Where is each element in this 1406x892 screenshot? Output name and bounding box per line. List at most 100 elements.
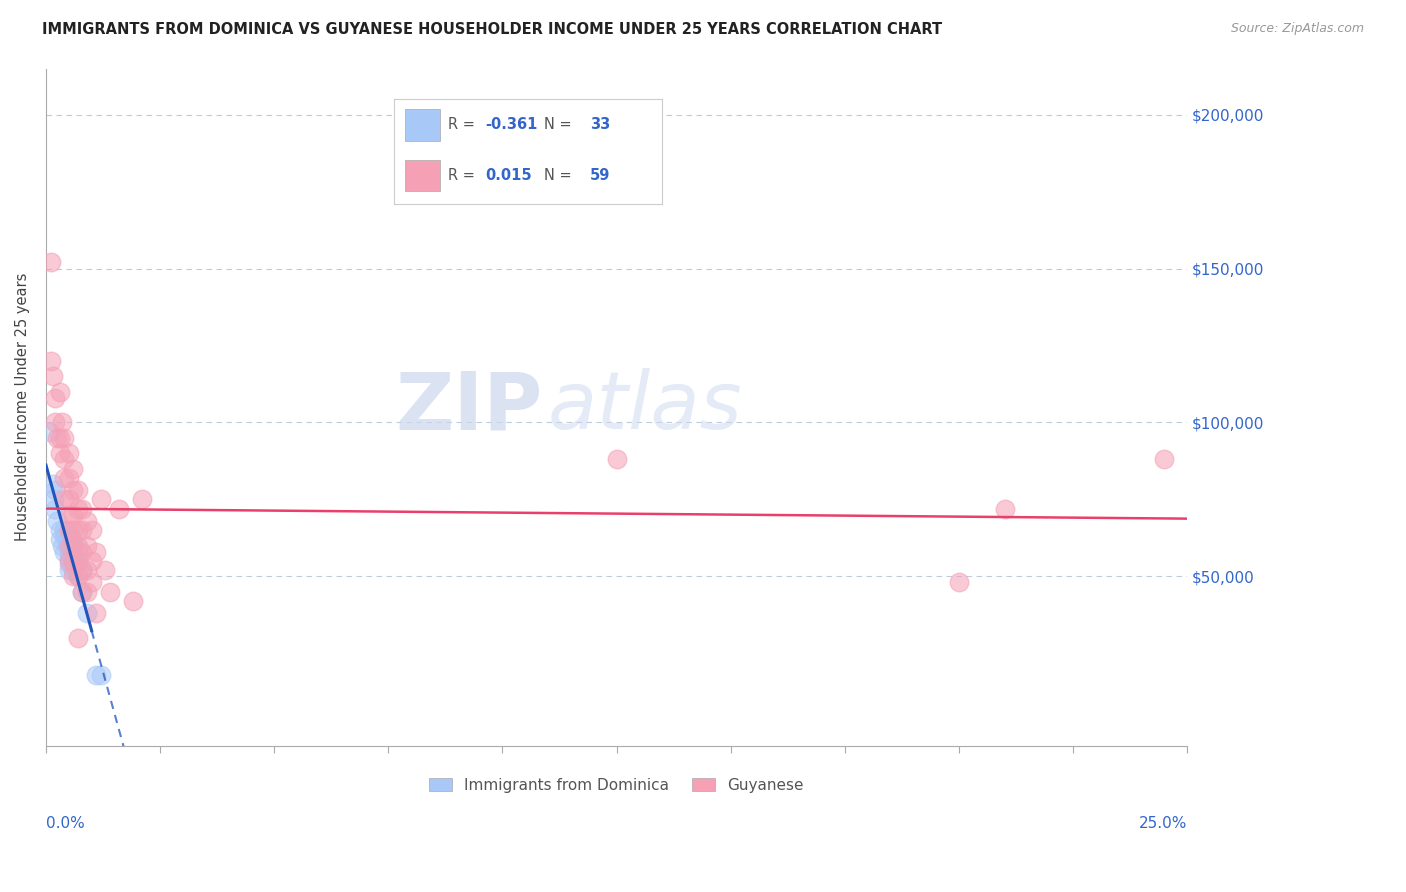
Point	[62, 554, 84, 568]
Point	[46, 431, 69, 445]
Point	[66, 554, 89, 568]
Point	[90, 492, 112, 507]
Point	[76, 584, 98, 599]
Point	[44, 492, 66, 507]
Point	[76, 514, 98, 528]
Point	[62, 569, 84, 583]
Point	[76, 539, 98, 553]
Point	[39, 354, 62, 368]
Point	[55, 533, 77, 547]
Point	[58, 492, 80, 507]
Point	[66, 539, 89, 553]
Point	[53, 431, 76, 445]
Text: 0.0%: 0.0%	[46, 816, 84, 831]
Point	[55, 539, 77, 553]
Point	[62, 554, 84, 568]
Point	[76, 607, 98, 621]
Point	[46, 514, 69, 528]
Point	[48, 523, 70, 537]
Point	[53, 452, 76, 467]
Text: IMMIGRANTS FROM DOMINICA VS GUYANESE HOUSEHOLDER INCOME UNDER 25 YEARS CORRELATI: IMMIGRANTS FROM DOMINICA VS GUYANESE HOU…	[42, 22, 942, 37]
Point	[66, 569, 89, 583]
Point	[39, 255, 62, 269]
Point	[98, 584, 121, 599]
Point	[58, 545, 80, 559]
Point	[66, 569, 89, 583]
Point	[58, 539, 80, 553]
Point	[48, 446, 70, 460]
Point	[62, 539, 84, 553]
Point	[51, 416, 73, 430]
Point	[72, 501, 94, 516]
Point	[38, 425, 60, 439]
Point	[58, 550, 80, 565]
Point	[62, 461, 84, 475]
Point	[66, 554, 89, 568]
Point	[66, 631, 89, 645]
Point	[42, 369, 65, 384]
Point	[58, 557, 80, 571]
Point	[948, 575, 970, 590]
Point	[58, 529, 80, 543]
Point	[72, 563, 94, 577]
Point	[72, 563, 94, 577]
Point	[62, 563, 84, 577]
Point	[66, 483, 89, 497]
Point	[48, 431, 70, 445]
Point	[44, 483, 66, 497]
Point	[53, 545, 76, 559]
Point	[62, 523, 84, 537]
Point	[62, 548, 84, 562]
Point	[80, 523, 103, 537]
Y-axis label: Householder Income Under 25 years: Householder Income Under 25 years	[15, 273, 30, 541]
Point	[44, 416, 66, 430]
Point	[62, 539, 84, 553]
Point	[53, 492, 76, 507]
Point	[53, 523, 76, 537]
Point	[44, 391, 66, 405]
Point	[48, 384, 70, 399]
Point	[66, 545, 89, 559]
Point	[58, 508, 80, 522]
Point	[53, 529, 76, 543]
Point	[94, 563, 117, 577]
Point	[58, 523, 80, 537]
Point	[80, 575, 103, 590]
Point	[72, 523, 94, 537]
Point	[53, 471, 76, 485]
Point	[66, 523, 89, 537]
Point	[121, 594, 143, 608]
Point	[58, 563, 80, 577]
Point	[42, 477, 65, 491]
Point	[1153, 452, 1175, 467]
Point	[90, 668, 112, 682]
Point	[62, 533, 84, 547]
Point	[131, 492, 153, 507]
Point	[606, 452, 628, 467]
Point	[51, 539, 73, 553]
Point	[72, 584, 94, 599]
Point	[62, 483, 84, 497]
Point	[84, 607, 107, 621]
Text: 25.0%: 25.0%	[1139, 816, 1187, 831]
Point	[84, 545, 107, 559]
Text: atlas: atlas	[548, 368, 742, 446]
Point	[80, 554, 103, 568]
Point	[994, 501, 1017, 516]
Point	[48, 533, 70, 547]
Point	[58, 554, 80, 568]
Point	[72, 545, 94, 559]
Point	[76, 563, 98, 577]
Point	[44, 501, 66, 516]
Point	[62, 508, 84, 522]
Point	[84, 668, 107, 682]
Text: Source: ZipAtlas.com: Source: ZipAtlas.com	[1230, 22, 1364, 36]
Point	[66, 501, 89, 516]
Point	[58, 539, 80, 553]
Point	[108, 501, 131, 516]
Legend: Immigrants from Dominica, Guyanese: Immigrants from Dominica, Guyanese	[423, 772, 810, 799]
Point	[58, 471, 80, 485]
Point	[58, 446, 80, 460]
Point	[72, 584, 94, 599]
Text: ZIP: ZIP	[395, 368, 543, 446]
